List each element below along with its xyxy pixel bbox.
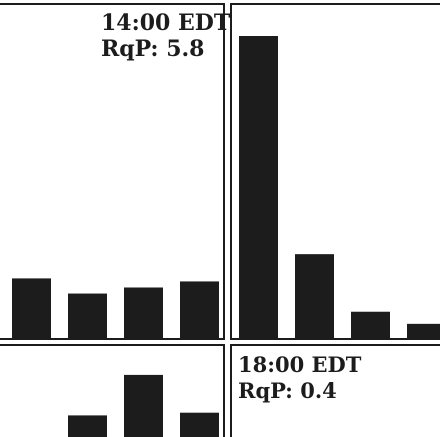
bar-top-left-2 <box>68 293 107 339</box>
panel-frame <box>0 344 225 437</box>
panel-rqp-label: RqP: 5.8 <box>101 36 204 62</box>
bar-top-right-2 <box>295 254 334 339</box>
bar-top-left-4 <box>180 281 219 339</box>
panel-frame <box>230 3 440 340</box>
bar-top-left-3 <box>124 287 163 339</box>
bar-bottom-left-2 <box>68 415 107 437</box>
panel-time-label: 18:00 EDT <box>238 352 362 377</box>
bar-top-right-4 <box>407 323 440 339</box>
bar-bottom-left-4 <box>180 412 219 437</box>
panel-rqp-label: RqP: 0.4 <box>238 378 337 403</box>
panel-top-right <box>230 3 440 340</box>
panel-time-label: 14:00 EDT <box>101 10 231 36</box>
bar-top-left-1 <box>12 278 51 339</box>
panel-bottom-left <box>0 344 225 437</box>
panel-bottom-right: 18:00 EDT RqP: 0.4 <box>230 344 440 437</box>
bar-top-right-1 <box>239 36 278 339</box>
panel-top-left: 14:00 EDT RqP: 5.8 <box>0 3 231 340</box>
bar-bottom-left-3 <box>124 374 163 437</box>
panel-frame <box>0 3 225 340</box>
panel-frame <box>230 344 440 437</box>
bar-top-right-3 <box>351 311 390 339</box>
